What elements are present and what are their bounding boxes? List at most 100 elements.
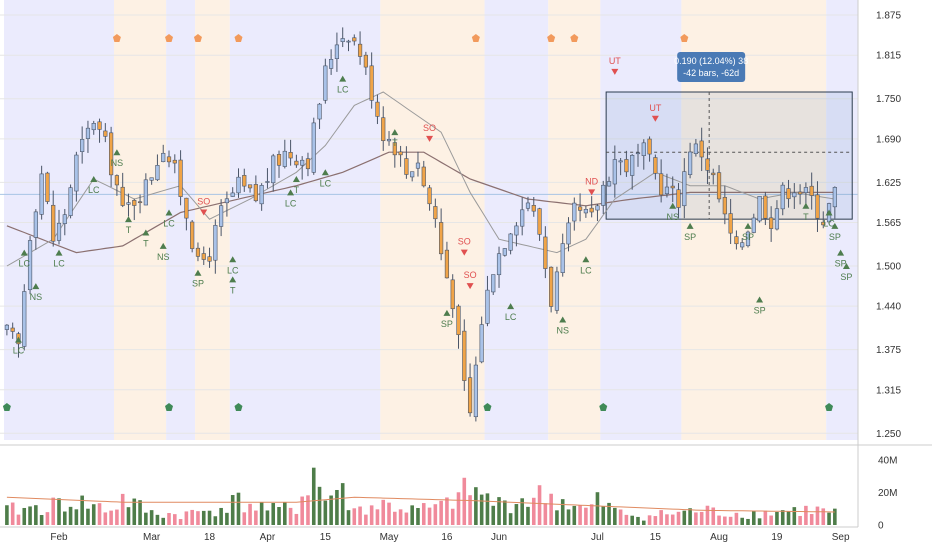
- candle-body: [282, 150, 287, 167]
- candle-body: [722, 196, 727, 215]
- candle-body: [39, 173, 44, 215]
- candle-body: [190, 221, 195, 249]
- candle-body: [450, 279, 455, 310]
- candle-body: [728, 213, 733, 234]
- volume-tick-label: 0: [878, 521, 884, 532]
- volume-bar: [751, 510, 756, 525]
- x-tick-label: Feb: [50, 532, 68, 543]
- signal-label: UT: [609, 56, 621, 66]
- signal-label: NS: [666, 212, 679, 222]
- volume-bar: [340, 483, 345, 525]
- bottom-marker: [483, 403, 492, 411]
- signal-arrow-up: [20, 249, 28, 256]
- candle-body: [352, 37, 357, 42]
- volume-bar: [352, 508, 357, 525]
- candle-body: [346, 40, 351, 43]
- session-band: [600, 0, 682, 440]
- candle-body: [427, 187, 432, 205]
- signal-label: T: [803, 212, 809, 222]
- volume-bar: [821, 508, 826, 525]
- signal-label: LC: [53, 259, 65, 269]
- candle-body: [566, 222, 571, 245]
- y-tick-label: 1.565: [876, 218, 901, 229]
- signal-label: LC: [580, 265, 592, 275]
- candle-body: [595, 205, 600, 211]
- volume-bar: [259, 502, 264, 525]
- candle-body: [10, 327, 15, 332]
- signal-arrow-up: [32, 283, 40, 290]
- top-marker: [165, 34, 174, 42]
- volume-bar: [786, 511, 791, 525]
- volume-bar: [421, 503, 426, 525]
- volume-bar: [775, 511, 779, 525]
- x-tick-label: Aug: [710, 532, 728, 543]
- signal-arrow-up: [339, 75, 347, 82]
- volume-bar: [694, 512, 698, 525]
- signal-label: SP: [684, 232, 696, 242]
- volume-bar: [508, 513, 513, 525]
- signal-label: LC: [505, 312, 517, 322]
- volume-bar: [109, 510, 113, 525]
- volume-bar: [450, 508, 455, 525]
- y-tick-label: 1.500: [876, 262, 901, 273]
- candle-body: [62, 214, 67, 224]
- volume-bar: [566, 509, 571, 525]
- volume-bar: [827, 512, 831, 525]
- x-tick-label: 18: [204, 532, 216, 543]
- volume-bar: [555, 510, 559, 525]
- candle-body: [91, 123, 96, 131]
- bottom-marker: [825, 403, 834, 411]
- volume-bar: [393, 511, 397, 525]
- volume-bar: [780, 510, 785, 525]
- candle-body: [456, 305, 461, 336]
- signal-arrow-up: [159, 242, 167, 249]
- candle-body: [473, 364, 478, 418]
- candle-body: [554, 271, 560, 311]
- candle-body: [606, 181, 612, 187]
- volume-bar: [717, 515, 721, 525]
- volume-bar: [462, 477, 467, 525]
- candle-body: [439, 222, 444, 255]
- signal-label: NS: [111, 158, 124, 168]
- volume-bar: [711, 507, 716, 525]
- y-tick-label: 1.750: [876, 94, 901, 105]
- candle-body: [85, 127, 91, 139]
- candle-body: [300, 159, 305, 166]
- y-tick-label: 1.875: [876, 11, 901, 22]
- volume-bar: [445, 497, 449, 525]
- x-tick-label: Jun: [491, 532, 507, 543]
- volume-bar: [549, 493, 553, 525]
- signal-label: LC: [285, 198, 297, 208]
- volume-bar: [190, 509, 194, 525]
- candle-body: [711, 172, 716, 176]
- candle-body: [583, 208, 588, 214]
- candle-body: [549, 266, 554, 307]
- volume-bar: [254, 510, 258, 525]
- signal-label: SP: [441, 319, 453, 329]
- signal-label: LC: [227, 265, 239, 275]
- volume-bar: [178, 519, 183, 525]
- candle-body: [68, 187, 73, 216]
- volume-bar: [647, 515, 652, 525]
- volume-bar: [676, 511, 681, 525]
- candle-body: [630, 155, 635, 176]
- signal-arrow-down: [460, 249, 468, 256]
- volume-bar: [306, 495, 310, 525]
- candle-body: [97, 121, 102, 130]
- candle-body: [786, 188, 791, 200]
- candle-body: [247, 184, 253, 189]
- y-tick-label: 1.625: [876, 178, 901, 189]
- candle-body: [803, 187, 808, 194]
- candle-body: [45, 172, 50, 202]
- signal-label: NS: [157, 252, 170, 262]
- volume-bar: [526, 506, 530, 525]
- candle-body: [149, 177, 154, 181]
- candle-body: [201, 253, 206, 260]
- candle-body: [288, 152, 293, 159]
- volume-bar: [809, 514, 814, 525]
- candle-body: [653, 157, 658, 174]
- signal-arrow-up: [321, 169, 329, 176]
- volume-bar: [271, 503, 276, 525]
- candle-body: [207, 256, 212, 262]
